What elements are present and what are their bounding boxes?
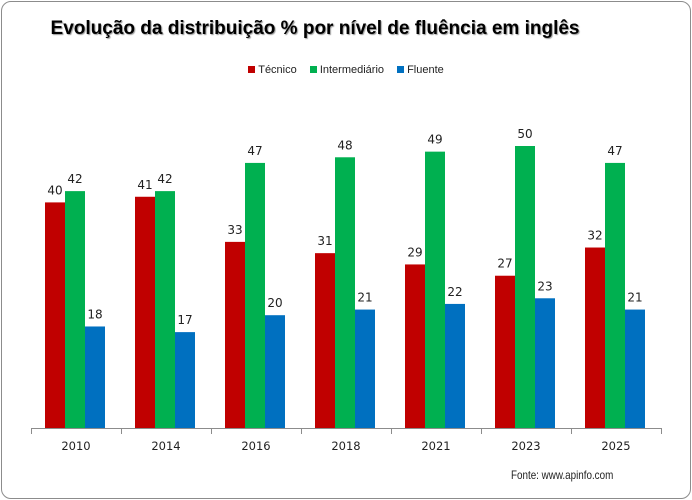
bar — [175, 332, 195, 428]
data-label: 42 — [157, 172, 172, 186]
x-tick-label: 2010 — [61, 439, 90, 453]
bar — [425, 151, 445, 428]
data-label: 23 — [537, 279, 552, 293]
legend-swatch-fluente — [397, 66, 405, 73]
data-label: 47 — [607, 144, 622, 158]
bar — [335, 157, 355, 428]
data-label: 49 — [427, 133, 442, 147]
bar — [535, 298, 555, 428]
data-label: 20 — [267, 296, 282, 310]
bar — [625, 309, 645, 428]
data-label: 29 — [407, 245, 422, 259]
bar — [445, 303, 465, 428]
bar — [355, 309, 375, 428]
data-label: 40 — [47, 183, 62, 197]
data-label: 41 — [137, 178, 152, 192]
data-label: 21 — [627, 291, 642, 305]
data-label: 32 — [587, 229, 602, 243]
bar — [515, 146, 535, 428]
bar — [495, 275, 515, 428]
data-label: 50 — [517, 127, 532, 141]
legend: Técnico Intermediário Fluente — [0, 64, 692, 76]
bar — [45, 202, 65, 428]
x-tick-label: 2023 — [511, 439, 540, 453]
legend-label-intermediario: Intermediário — [319, 64, 385, 76]
bar — [85, 326, 105, 428]
bar — [605, 162, 625, 429]
legend-item-fluente: Fluente — [397, 64, 444, 76]
data-label: 48 — [337, 138, 352, 152]
legend-label-fluente: Fluente — [407, 64, 444, 76]
data-label: 47 — [247, 144, 262, 158]
x-tick-label: 2014 — [151, 439, 180, 453]
data-label: 17 — [177, 313, 192, 327]
data-label: 22 — [447, 285, 462, 299]
bar — [135, 196, 155, 428]
x-tick-label: 2018 — [331, 439, 360, 453]
legend-label-tecnico: Técnico — [258, 64, 297, 76]
legend-swatch-tecnico — [248, 66, 256, 73]
x-tick-label: 2025 — [601, 439, 630, 453]
source-note: Fonte: www.apinfo.com — [511, 468, 614, 482]
bar — [245, 162, 265, 429]
data-label: 31 — [317, 234, 332, 248]
data-label: 21 — [357, 291, 372, 305]
bar — [405, 264, 425, 428]
bar — [315, 253, 335, 428]
bar — [65, 191, 85, 428]
bar — [265, 315, 285, 428]
chart-title: Evolução da distribuição % por nível de … — [50, 18, 580, 39]
bar — [155, 191, 175, 428]
data-label: 33 — [227, 223, 242, 237]
x-tick-label: 2016 — [241, 439, 270, 453]
x-tick-label: 2021 — [421, 439, 450, 453]
data-label: 42 — [67, 172, 82, 186]
data-label: 27 — [497, 257, 512, 271]
legend-swatch-intermediario — [309, 66, 317, 73]
legend-item-intermediario: Intermediário — [309, 64, 385, 76]
bar — [225, 241, 245, 428]
legend-item-tecnico: Técnico — [248, 64, 297, 76]
bar — [585, 247, 605, 428]
data-label: 18 — [87, 307, 102, 321]
